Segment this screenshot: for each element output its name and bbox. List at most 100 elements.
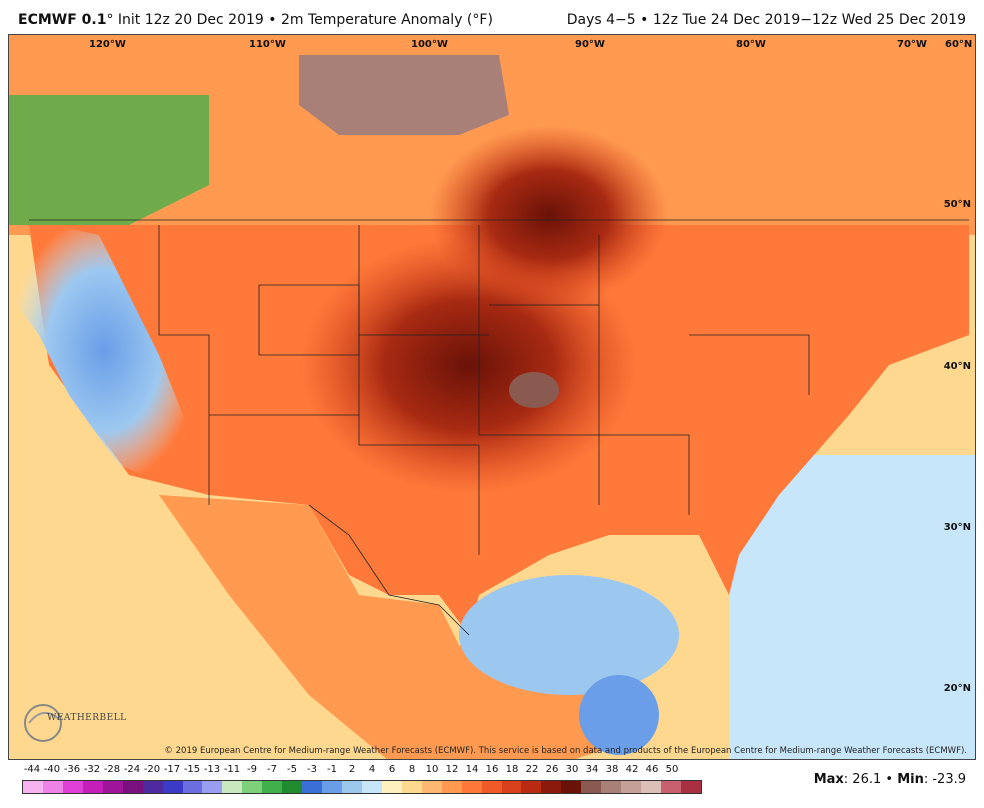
- color-legend: -44 -40 -36 -32 -28 -24 -20 -17 -15 -13 -11 -9 -7 -5-…: [22, 764, 702, 804]
- legend-swatch: [23, 781, 43, 793]
- legend-swatch: [561, 781, 582, 793]
- legend-swatch: [581, 781, 602, 793]
- legend-swatch: [461, 781, 482, 793]
- weatherbell-logo: WEATHERBELL: [21, 699, 126, 745]
- yucatan-cool: [579, 675, 659, 755]
- legend-tick-label: -13: [203, 764, 221, 775]
- legend-tick-label: -32: [83, 764, 101, 775]
- legend-swatch: [282, 781, 303, 793]
- legend-swatch: [102, 781, 123, 793]
- legend-tick-label: 34: [585, 764, 599, 775]
- header: ECMWF 0.1° Init 12z 20 Dec 2019 • 2m Tem…: [0, 0, 984, 34]
- bc-cold-anomaly: [9, 95, 209, 225]
- map-title: ECMWF 0.1° Init 12z 20 Dec 2019 • 2m Tem…: [18, 12, 493, 28]
- legend-swatch: [441, 781, 462, 793]
- lon-label-90w: 90°W: [575, 39, 605, 50]
- legend-swatch: [222, 781, 243, 793]
- legend-swatch: [481, 781, 502, 793]
- legend-tick-label: 50: [665, 764, 679, 775]
- lon-label-120w: 120°W: [89, 39, 126, 50]
- legend-ticks: -44 -40 -36 -32 -28 -24 -20 -17 -15 -13 -11 -9 -7 -5-…: [22, 764, 702, 778]
- legend-swatch: [521, 781, 542, 793]
- legend-tick-label: -9: [247, 764, 257, 775]
- legend-tick-label: -7: [267, 764, 277, 775]
- legend-swatch: [202, 781, 223, 793]
- ecmwf-credit: © 2019 European Centre for Medium-range …: [164, 746, 967, 756]
- legend-swatch: [322, 781, 342, 793]
- legend-tick-label: 16: [485, 764, 499, 775]
- degree-sign: °: [106, 12, 114, 28]
- legend-swatch: [601, 781, 622, 793]
- mexico-field: [159, 495, 649, 759]
- legend-swatch: [680, 781, 701, 793]
- legend-tick-label: -1: [327, 764, 337, 775]
- legend-swatch: [242, 781, 263, 793]
- valid-period: Days 4−5 • 12z Tue 24 Dec 2019−12z Wed 2…: [566, 12, 966, 28]
- lon-label-110w: 110°W: [249, 39, 286, 50]
- great-lakes-warm-core: [429, 125, 669, 305]
- lat-label-40n: 40°N: [943, 361, 971, 372]
- legend-tick-label: -28: [103, 764, 121, 775]
- legend-swatch: [262, 781, 283, 793]
- legend-swatch: [361, 781, 382, 793]
- lat-label-30n: 30°N: [943, 522, 971, 533]
- boundaries: [29, 219, 969, 636]
- lon-label-80w: 80°W: [736, 39, 766, 50]
- lat-label-60n: 60°N: [945, 39, 973, 50]
- legend-tick-label: 38: [605, 764, 619, 775]
- legend-swatch: [82, 781, 103, 793]
- legend-swatch: [122, 781, 143, 793]
- min-value: : -23.9: [923, 772, 966, 787]
- legend-swatch: [42, 781, 63, 793]
- legend-swatch: [621, 781, 642, 793]
- max-value: : 26.1 •: [843, 772, 898, 787]
- model-name: ECMWF 0.1: [18, 12, 107, 28]
- legend-tick-label: -20: [143, 764, 161, 775]
- legend-tick-label: -36: [63, 764, 81, 775]
- legend-swatch: [421, 781, 442, 793]
- legend-tick-label: -44: [23, 764, 41, 775]
- legend-swatch: [661, 781, 681, 793]
- legend-tick-label: -17: [163, 764, 181, 775]
- legend-swatch: [501, 781, 522, 793]
- logo-text: WEATHERBELL: [47, 713, 127, 723]
- legend-tick-label: -24: [123, 764, 141, 775]
- west-coast-cool: [9, 215, 199, 485]
- lat-label-20n: 20°N: [943, 683, 971, 694]
- legend-tick-label: 6: [388, 764, 396, 775]
- legend-tick-label: -5: [287, 764, 297, 775]
- min-label: Min: [897, 772, 924, 787]
- legend-swatch: [162, 781, 183, 793]
- legend-swatch: [381, 781, 402, 793]
- gulf-cool: [459, 575, 679, 695]
- legend-tick-label: 30: [565, 764, 579, 775]
- init-text: Init 12z 20 Dec 2019 • 2m Temperature An…: [117, 12, 493, 28]
- legend-tick-label: 18: [505, 764, 519, 775]
- legend-swatch: [541, 781, 562, 793]
- legend-swatch: [62, 781, 83, 793]
- legend-tick-label: 12: [445, 764, 459, 775]
- missouri-max-anomaly: [509, 372, 559, 408]
- legend-tick-label: 4: [368, 764, 376, 775]
- legend-tick-label: 14: [465, 764, 479, 775]
- legend-swatch: [641, 781, 661, 793]
- legend-tick-label: 42: [625, 764, 639, 775]
- legend-tick-label: -15: [183, 764, 201, 775]
- legend-tick-label: 26: [545, 764, 559, 775]
- legend-swatch: [401, 781, 422, 793]
- max-label: Max: [813, 772, 844, 787]
- legend-swatch: [302, 781, 323, 793]
- anomaly-map: 120°W 110°W 100°W 90°W 80°W 70°W 60°N 50…: [8, 34, 976, 760]
- canada-max-anomaly: [299, 55, 509, 135]
- legend-color-bar: [22, 780, 702, 794]
- legend-tick-label: 2: [348, 764, 356, 775]
- lon-label-70w: 70°W: [897, 39, 927, 50]
- lon-label-100w: 100°W: [411, 39, 448, 50]
- lat-label-50n: 50°N: [943, 199, 971, 210]
- legend-tick-label: 46: [645, 764, 659, 775]
- legend-tick-label: 22: [525, 764, 539, 775]
- legend-swatch: [142, 781, 163, 793]
- legend-tick-label: -40: [43, 764, 61, 775]
- legend-tick-label: 8: [408, 764, 416, 775]
- legend-tick-label: 10: [425, 764, 439, 775]
